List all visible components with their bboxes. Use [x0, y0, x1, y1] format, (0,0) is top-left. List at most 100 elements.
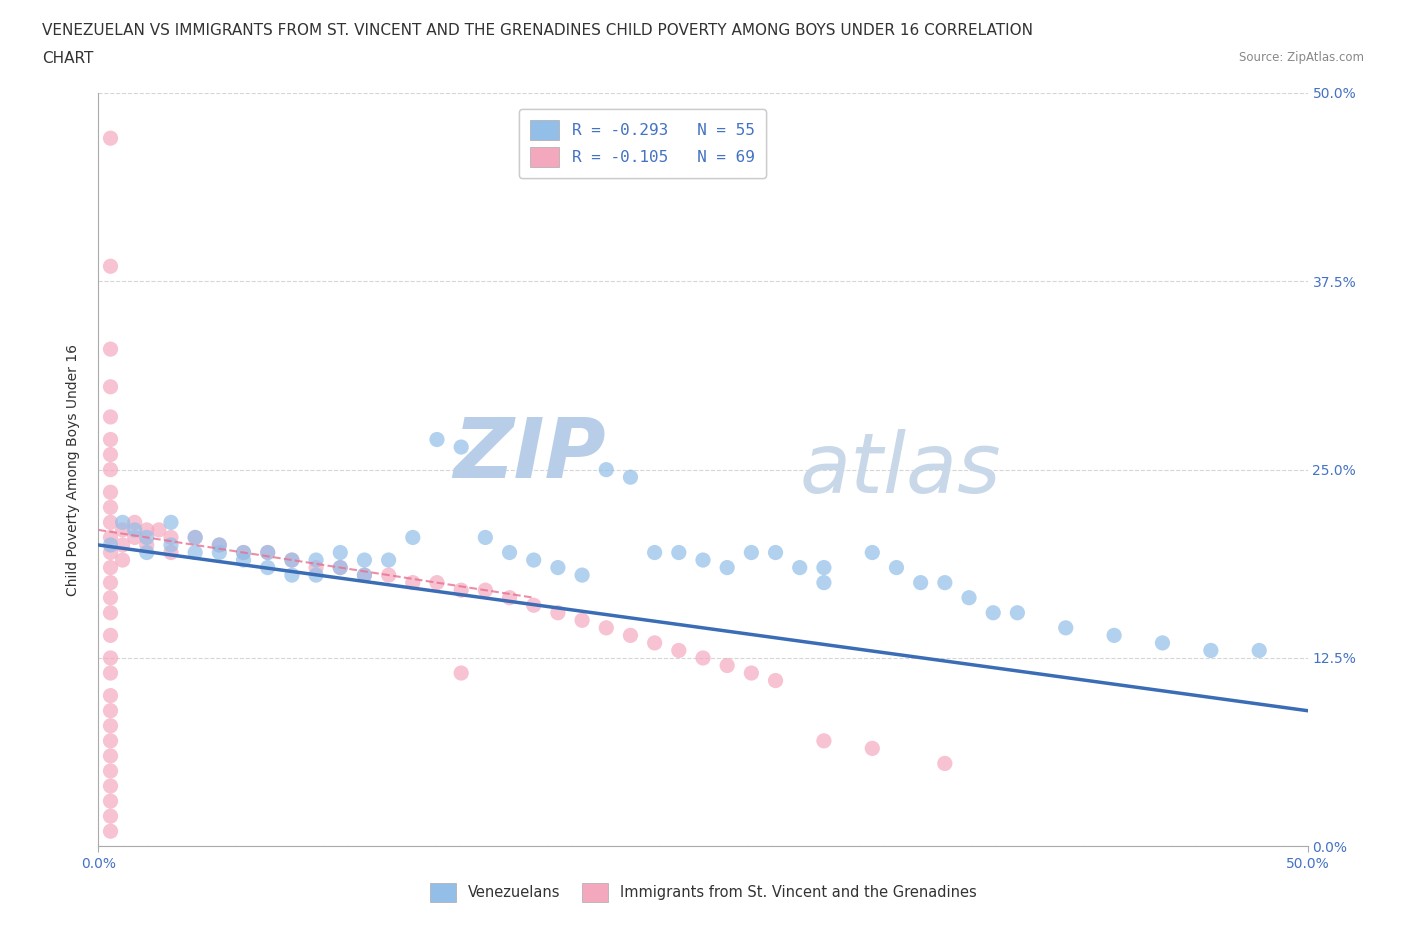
- Point: [100, 651, 122, 666]
- Point: [124, 523, 146, 538]
- Point: [716, 560, 738, 575]
- Point: [111, 515, 134, 530]
- Point: [100, 447, 122, 462]
- Point: [981, 605, 1004, 620]
- Point: [740, 545, 762, 560]
- Point: [523, 552, 546, 567]
- Point: [111, 552, 134, 567]
- Text: Source: ZipAtlas.com: Source: ZipAtlas.com: [1239, 51, 1364, 64]
- Point: [100, 341, 122, 356]
- Point: [232, 545, 254, 560]
- Point: [256, 545, 278, 560]
- Point: [100, 764, 122, 778]
- Point: [619, 470, 641, 485]
- Point: [957, 591, 980, 605]
- Point: [100, 462, 122, 477]
- Point: [100, 379, 122, 394]
- Point: [100, 515, 122, 530]
- Point: [329, 560, 352, 575]
- Point: [100, 688, 122, 703]
- Point: [813, 560, 835, 575]
- Point: [910, 575, 932, 591]
- Point: [135, 530, 157, 545]
- Point: [124, 515, 146, 530]
- Point: [160, 530, 183, 545]
- Point: [100, 500, 122, 515]
- Point: [100, 432, 122, 447]
- Point: [571, 567, 593, 582]
- Point: [692, 651, 714, 666]
- Point: [813, 575, 835, 591]
- Point: [402, 575, 425, 591]
- Point: [789, 560, 811, 575]
- Point: [100, 824, 122, 839]
- Point: [100, 259, 122, 273]
- Point: [100, 793, 122, 808]
- Point: [547, 560, 569, 575]
- Point: [498, 591, 520, 605]
- Point: [281, 567, 304, 582]
- Point: [184, 530, 207, 545]
- Point: [100, 666, 122, 681]
- Point: [329, 560, 352, 575]
- Point: [740, 666, 762, 681]
- Point: [426, 575, 449, 591]
- Point: [100, 575, 122, 591]
- Point: [860, 741, 883, 756]
- Text: VENEZUELAN VS IMMIGRANTS FROM ST. VINCENT AND THE GRENADINES CHILD POVERTY AMONG: VENEZUELAN VS IMMIGRANTS FROM ST. VINCEN…: [42, 23, 1033, 38]
- Point: [934, 756, 956, 771]
- Point: [135, 523, 157, 538]
- Point: [208, 545, 231, 560]
- Point: [668, 545, 690, 560]
- Point: [402, 530, 425, 545]
- Point: [474, 583, 496, 598]
- Point: [934, 575, 956, 591]
- Point: [160, 545, 183, 560]
- Text: ZIP: ZIP: [454, 414, 606, 495]
- Point: [100, 538, 122, 552]
- Point: [668, 643, 690, 658]
- Point: [1152, 635, 1174, 650]
- Point: [329, 545, 352, 560]
- Point: [135, 538, 157, 552]
- Point: [100, 560, 122, 575]
- Point: [813, 734, 835, 749]
- Point: [148, 523, 170, 538]
- Point: [281, 552, 304, 567]
- Point: [765, 545, 787, 560]
- Point: [100, 809, 122, 824]
- Point: [692, 552, 714, 567]
- Legend: Venezuelans, Immigrants from St. Vincent and the Grenadines: Venezuelans, Immigrants from St. Vincent…: [418, 871, 988, 913]
- Point: [547, 605, 569, 620]
- Point: [100, 409, 122, 424]
- Point: [160, 515, 183, 530]
- Point: [100, 734, 122, 749]
- Legend: R = -0.293   N = 55, R = -0.105   N = 69: R = -0.293 N = 55, R = -0.105 N = 69: [519, 109, 766, 179]
- Y-axis label: Child Poverty Among Boys Under 16: Child Poverty Among Boys Under 16: [66, 344, 80, 595]
- Point: [100, 131, 122, 146]
- Point: [100, 628, 122, 643]
- Point: [716, 658, 738, 673]
- Point: [765, 673, 787, 688]
- Point: [232, 545, 254, 560]
- Point: [644, 635, 666, 650]
- Point: [100, 485, 122, 499]
- Point: [184, 530, 207, 545]
- Text: atlas: atlas: [800, 429, 1001, 511]
- Point: [100, 718, 122, 733]
- Point: [619, 628, 641, 643]
- Point: [1054, 620, 1077, 635]
- Point: [124, 530, 146, 545]
- Point: [450, 440, 472, 455]
- Point: [377, 552, 399, 567]
- Point: [860, 545, 883, 560]
- Point: [256, 560, 278, 575]
- Point: [100, 703, 122, 718]
- Point: [305, 567, 328, 582]
- Point: [100, 591, 122, 605]
- Point: [281, 552, 304, 567]
- Point: [1007, 605, 1029, 620]
- Point: [595, 462, 617, 477]
- Point: [208, 538, 231, 552]
- Point: [353, 567, 375, 582]
